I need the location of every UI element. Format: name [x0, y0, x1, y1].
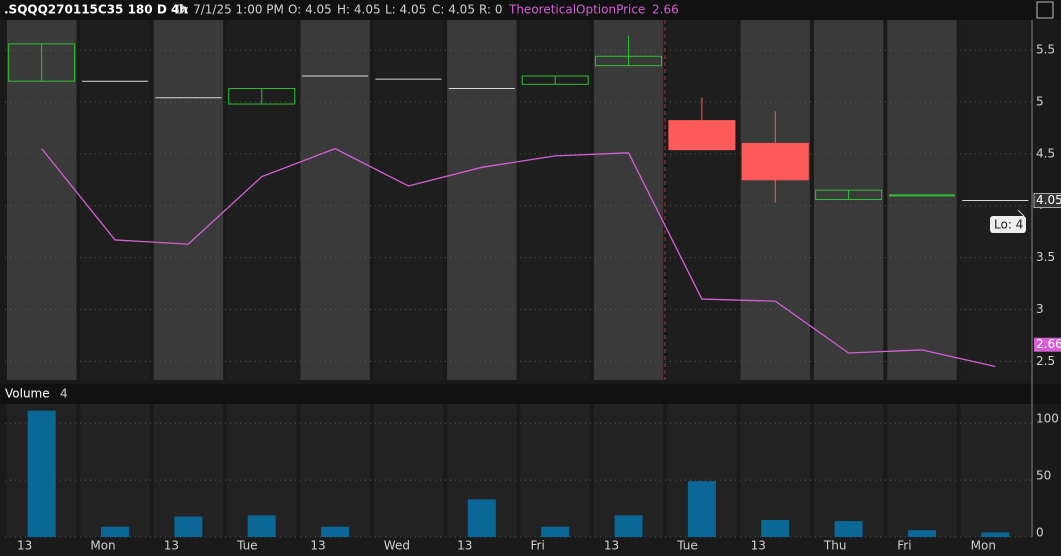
session-band: [520, 20, 590, 380]
candle-body: [815, 189, 883, 200]
annotation: Lo: 4: [994, 218, 1023, 232]
bar: [834, 521, 863, 537]
x-tick-label: Fri: [897, 539, 911, 553]
bar: [761, 519, 790, 537]
session-band: [153, 20, 224, 380]
y-tick-label: 50: [1036, 469, 1051, 483]
close-label: 4.05: [1036, 193, 1061, 207]
session-band: [520, 404, 590, 537]
expand-icon[interactable]: [1036, 1, 1054, 19]
y-tick-label: 4.5: [1036, 146, 1055, 160]
volume-header: [0, 384, 1061, 404]
session-band: [813, 20, 884, 380]
session-band: [227, 404, 297, 537]
last-value-tag: [1034, 337, 1061, 352]
annotation-pointer: [1017, 209, 1025, 217]
session-band: [373, 404, 444, 537]
header-bar: [0, 0, 1061, 20]
x-tick-label: Tue: [676, 539, 698, 553]
bar: [321, 526, 350, 537]
session-band: [667, 20, 737, 380]
bar: [174, 516, 203, 537]
date: D: 7/1/25 1:00 PM: [176, 3, 284, 17]
bar: [541, 526, 570, 537]
y-tick-label: 2.5: [1036, 354, 1055, 368]
candle-body: [8, 43, 76, 82]
y-tick-label: 0: [1036, 526, 1044, 540]
candle-body: [595, 55, 663, 67]
legend-value: 2.66: [652, 3, 679, 17]
range: R: 0: [479, 3, 502, 17]
y-tick-label: 100: [1036, 412, 1059, 426]
symbol: .SQQQ270115C35 180 D 4h: [4, 3, 188, 17]
open: O: 4.05: [288, 3, 332, 17]
volume-title: Volume: [5, 387, 50, 401]
bar: [981, 532, 1010, 537]
candle-body: [521, 75, 589, 85]
bar: [467, 499, 496, 537]
close-tag: [1033, 193, 1061, 209]
y-tick-label: 3: [1036, 302, 1044, 316]
x-tick-label: Thu: [823, 539, 847, 553]
x-tick-label: Tue: [236, 539, 257, 553]
x-tick-label: 13: [604, 539, 619, 553]
x-tick-label: 13: [310, 539, 325, 553]
bar: [614, 515, 643, 537]
bar: [247, 515, 276, 537]
close: C: 4.05: [432, 3, 475, 17]
last-value-label: 2.66: [1036, 337, 1061, 351]
volume-last: 4: [60, 387, 68, 401]
bar: [27, 410, 56, 537]
session-band: [813, 404, 884, 537]
x-tick-label: Wed: [384, 539, 410, 553]
x-tick-label: 13: [457, 539, 472, 553]
session-band: [740, 404, 810, 537]
bar: [101, 526, 130, 537]
session-band: [447, 20, 517, 380]
x-tick-label: Fri: [531, 539, 545, 553]
bar: [907, 530, 936, 537]
x-tick-label: Mon: [90, 539, 115, 553]
low: L: 4.05: [385, 3, 426, 17]
legend-series: TheoreticalOptionPrice: [508, 3, 645, 17]
x-tick-label: Mon: [971, 539, 996, 553]
y-tick-label: 5: [1036, 94, 1044, 108]
candle-body: [741, 142, 809, 181]
session-band: [960, 404, 1030, 537]
session-band: [887, 20, 957, 380]
session-band: [80, 20, 150, 380]
candle-body: [228, 87, 296, 105]
y-tick-label: 3.5: [1036, 250, 1055, 264]
line-series: [41, 147, 996, 368]
session-band: [960, 20, 1030, 380]
session-band: [300, 404, 370, 537]
session-band: [887, 404, 957, 537]
annotation-box: [990, 216, 1026, 233]
candle-body: [668, 120, 736, 151]
session-band: [300, 20, 370, 380]
session-band: [373, 20, 444, 380]
x-tick-label: 13: [751, 539, 766, 553]
session-band: [593, 404, 664, 537]
y-tick-label: 5.5: [1036, 43, 1055, 57]
high: H: 4.05: [337, 3, 381, 17]
session-band: [227, 20, 297, 380]
bar: [687, 481, 716, 537]
x-tick-label: 13: [17, 539, 32, 553]
session-band: [153, 404, 224, 537]
session-band: [80, 404, 150, 537]
x-tick-label: 13: [164, 539, 179, 553]
